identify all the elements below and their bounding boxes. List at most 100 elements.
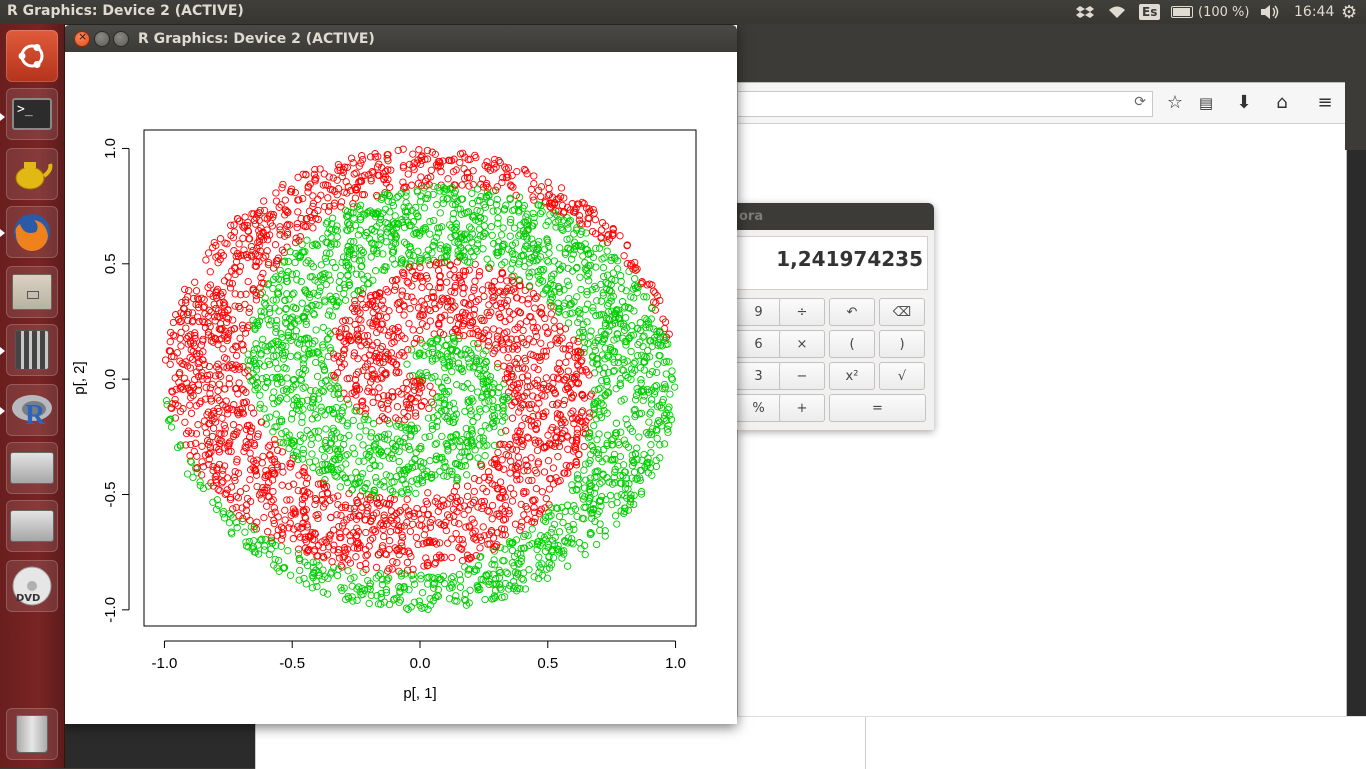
reading-list-icon[interactable]: ▤	[1198, 94, 1214, 112]
data-point	[444, 539, 452, 547]
data-point	[468, 430, 476, 438]
data-point	[368, 366, 376, 374]
data-point	[438, 384, 446, 392]
minimize-icon[interactable]	[94, 31, 110, 47]
data-point	[508, 559, 516, 567]
r-window-titlebar[interactable]: × R Graphics: Device 2 (ACTIVE)	[64, 25, 737, 52]
data-point	[507, 182, 515, 190]
data-point	[258, 459, 266, 467]
data-point	[186, 401, 194, 409]
calc-key[interactable]: %	[735, 394, 783, 422]
data-point	[424, 256, 432, 265]
data-point	[561, 345, 570, 353]
menu-icon[interactable]: ≡	[1317, 92, 1333, 113]
home-icon[interactable]: ⌂	[1276, 92, 1288, 113]
data-point	[470, 487, 478, 496]
calc-key[interactable]: 9	[735, 298, 783, 326]
data-point	[215, 448, 223, 456]
data-point	[469, 167, 477, 175]
data-point	[405, 485, 413, 493]
volume-icon[interactable]	[1260, 2, 1280, 22]
ubuntu-dash-icon[interactable]	[6, 30, 58, 82]
data-point	[326, 330, 335, 338]
dvd-icon[interactable]: DVD	[6, 560, 58, 612]
calc-key[interactable]: ↶	[829, 298, 875, 326]
data-point	[525, 269, 533, 277]
data-point	[426, 457, 434, 465]
calc-key[interactable]: x²	[829, 362, 875, 390]
data-point	[299, 468, 307, 476]
data-point	[480, 366, 488, 374]
calculator-titlebar[interactable]: ora	[737, 203, 934, 230]
data-point	[560, 194, 568, 202]
data-point	[281, 196, 289, 204]
url-bar[interactable]: ⟳	[738, 91, 1153, 117]
data-point	[426, 261, 434, 269]
calc-key[interactable]: )	[879, 330, 925, 358]
calc-key[interactable]: +	[779, 394, 825, 422]
data-point	[529, 496, 537, 504]
data-point	[586, 482, 594, 491]
drive-icon[interactable]	[6, 442, 58, 494]
data-point	[640, 366, 648, 374]
data-point	[253, 518, 261, 526]
data-point	[212, 287, 221, 295]
bookmark-star-icon[interactable]: ☆	[1166, 92, 1184, 113]
data-point	[333, 571, 342, 580]
calc-key[interactable]: √	[879, 362, 925, 390]
terminal-icon[interactable]: >_	[6, 88, 58, 140]
calc-key[interactable]: ⌫	[879, 298, 925, 326]
calc-key[interactable]: =	[829, 394, 926, 422]
data-point	[308, 216, 316, 225]
calc-key[interactable]: (	[829, 330, 875, 358]
data-point	[423, 322, 431, 330]
data-point	[642, 429, 651, 437]
keyboard-icon[interactable]: Es	[1139, 2, 1161, 22]
data-point	[646, 353, 654, 361]
r-icon[interactable]: R	[6, 384, 58, 436]
wifi-icon[interactable]	[1107, 2, 1127, 22]
data-point	[278, 184, 286, 192]
data-point	[647, 441, 655, 449]
firefox-icon[interactable]	[6, 206, 58, 258]
data-point	[258, 418, 266, 426]
trash-icon[interactable]	[6, 708, 58, 760]
data-point	[239, 223, 247, 231]
clock[interactable]: 16:44	[1294, 4, 1335, 20]
data-point	[550, 317, 558, 325]
teapot-app-icon[interactable]	[6, 148, 58, 200]
scrollbar[interactable]	[1345, 82, 1366, 150]
battery-icon[interactable]: (100 %)	[1171, 2, 1249, 22]
data-point	[331, 472, 339, 480]
data-point	[209, 466, 217, 475]
settings-gear-icon[interactable]: ⚙	[1341, 1, 1358, 23]
calc-key[interactable]: ÷	[779, 298, 825, 326]
data-point	[415, 231, 424, 239]
calc-key[interactable]: −	[779, 362, 825, 390]
calc-key[interactable]: 6	[735, 330, 783, 358]
close-icon[interactable]: ×	[74, 30, 90, 47]
calc-key[interactable]: 3	[735, 362, 783, 390]
data-point	[409, 575, 417, 583]
file-manager-icon[interactable]	[6, 266, 58, 318]
data-point	[478, 286, 487, 294]
maximize-icon[interactable]	[113, 31, 129, 47]
data-point	[310, 289, 318, 297]
data-point	[361, 516, 370, 524]
data-point	[537, 505, 546, 513]
data-point	[534, 255, 542, 263]
data-point	[252, 291, 260, 300]
data-point	[247, 404, 256, 412]
data-point	[399, 178, 407, 186]
download-icon[interactable]: ⬇	[1236, 92, 1252, 113]
calculator-icon[interactable]	[6, 324, 58, 376]
data-point	[400, 203, 408, 211]
data-point	[396, 506, 405, 515]
data-point	[300, 493, 309, 502]
dropbox-icon[interactable]	[1076, 2, 1094, 22]
reload-icon[interactable]: ⟳	[1134, 94, 1146, 110]
calc-key[interactable]: ×	[779, 330, 825, 358]
drive-icon[interactable]	[6, 500, 58, 552]
data-point	[631, 263, 639, 272]
data-point	[407, 603, 415, 611]
